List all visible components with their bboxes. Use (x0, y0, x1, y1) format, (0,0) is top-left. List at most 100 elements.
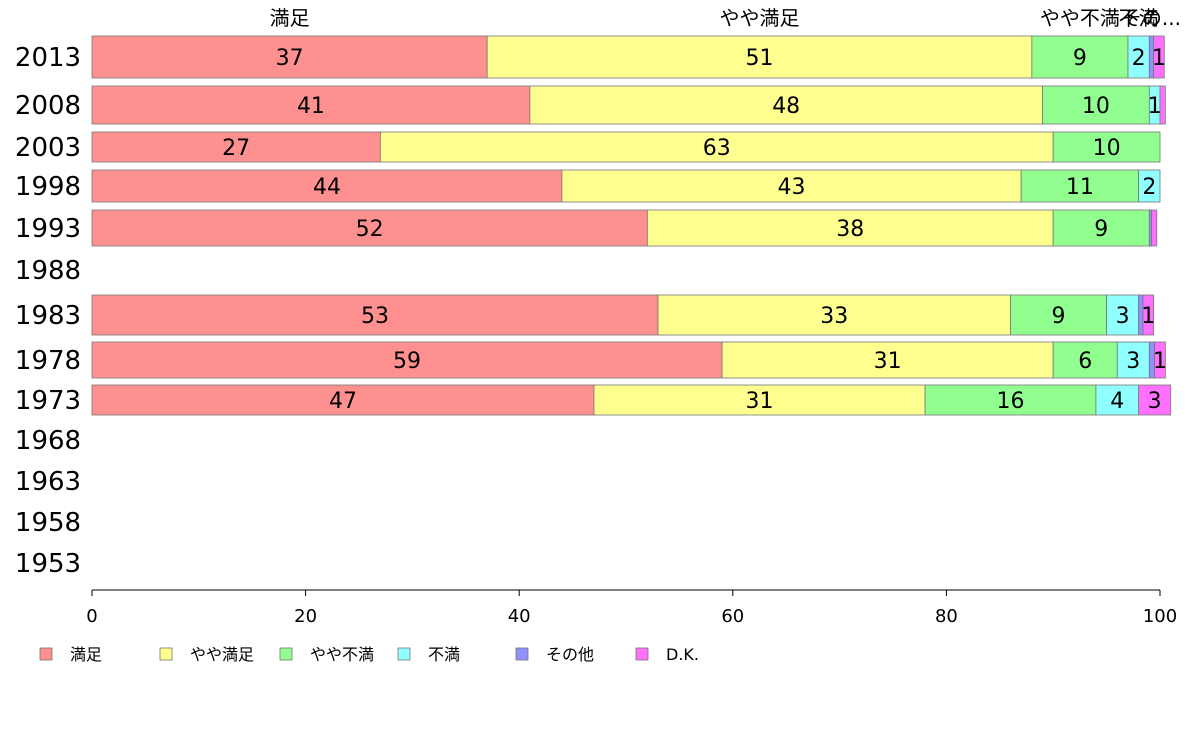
bar-segment (1159, 85, 1166, 125)
bar-segment (1153, 35, 1165, 79)
bar-value-label: 27 (222, 136, 250, 161)
legend-swatch (159, 647, 173, 661)
category-label: 1978 (15, 346, 81, 376)
category-label: 1993 (15, 214, 81, 244)
series-top-label: その... (1122, 6, 1181, 30)
bar-value-label: 48 (772, 94, 800, 119)
category-label: 1958 (15, 508, 81, 538)
bar-segment (561, 169, 1022, 203)
category-label: 2003 (15, 133, 81, 163)
bar-value-label: 9 (1052, 304, 1066, 329)
bar-segment (657, 294, 1011, 336)
bar-value-label: 10 (1082, 94, 1110, 119)
bar-value-label: 1 (1148, 94, 1162, 119)
bar-segment (1095, 384, 1140, 416)
bar-segment (1142, 294, 1154, 336)
bar-value-label: 37 (276, 46, 304, 71)
category-label: 1988 (15, 256, 81, 286)
bar-segment (646, 209, 1054, 247)
bar-value-label: 1 (1152, 46, 1166, 71)
x-tick-label: 0 (86, 606, 97, 627)
bar-value-label: 33 (820, 304, 848, 329)
category-label: 1983 (15, 301, 81, 331)
x-tick-label: 40 (508, 606, 531, 627)
legend-label: 満足 (70, 645, 102, 664)
bar-value-label: 3 (1148, 389, 1162, 414)
bar-segment (1138, 169, 1161, 203)
legend-swatch (279, 647, 293, 661)
bar-value-label: 1 (1141, 304, 1155, 329)
bar-segment (91, 341, 723, 379)
bar-segment (924, 384, 1097, 416)
legend-label: その他 (546, 645, 594, 664)
legend-label: D.K. (666, 645, 699, 664)
bar-value-label: 10 (1093, 136, 1121, 161)
bar-value-label: 43 (778, 175, 806, 200)
bar-value-label: 44 (313, 175, 341, 200)
series-top-label: やや満足 (720, 6, 800, 30)
category-label: 1953 (15, 549, 81, 579)
legend-label: やや満足 (190, 645, 254, 664)
category-label: 1963 (15, 467, 81, 497)
bar-value-label: 53 (361, 304, 389, 329)
bar-segment (1052, 209, 1150, 247)
bar-value-label: 31 (746, 389, 774, 414)
bar-segment (1052, 341, 1118, 379)
bar-value-label: 47 (329, 389, 357, 414)
category-label: 1968 (15, 426, 81, 456)
series-top-label: 不満 (1119, 6, 1159, 30)
bar-segment (1151, 209, 1158, 247)
bar-segment (1031, 35, 1129, 79)
bar-value-label: 16 (996, 389, 1024, 414)
bar-value-label: 3 (1116, 304, 1130, 329)
bar-segment (91, 294, 659, 336)
bar-segment (91, 35, 488, 79)
bar-segment (1010, 294, 1107, 336)
bar-segment (529, 85, 1043, 125)
bar-segment (721, 341, 1054, 379)
legend-swatch (397, 647, 411, 661)
bar-segment (1052, 131, 1161, 163)
bar-value-label: 9 (1094, 217, 1108, 242)
bar-value-label: 4 (1110, 389, 1124, 414)
legend-label: 不満 (428, 645, 460, 664)
bar-segment (1106, 294, 1140, 336)
category-label: 2013 (15, 43, 81, 73)
category-label: 2008 (15, 91, 81, 121)
bar-value-label: 11 (1066, 175, 1094, 200)
series-top-label: やや不満 (1040, 6, 1120, 30)
bar-value-label: 3 (1126, 349, 1140, 374)
category-label: 1973 (15, 386, 81, 416)
bar-value-label: 31 (874, 349, 902, 374)
bar-value-label: 51 (746, 46, 774, 71)
legend-swatch (635, 647, 649, 661)
series-top-label: 満足 (270, 6, 310, 30)
bar-segment (1116, 341, 1150, 379)
bar-segment (1042, 85, 1150, 125)
bar-segment (379, 131, 1054, 163)
x-tick-label: 20 (294, 606, 317, 627)
bar-value-label: 2 (1142, 175, 1156, 200)
bar-value-label: 38 (836, 217, 864, 242)
bar-segment (91, 209, 648, 247)
x-tick-label: 80 (935, 606, 958, 627)
bar-value-label: 41 (297, 94, 325, 119)
bar-value-label: 2 (1132, 46, 1146, 71)
bar-value-label: 59 (393, 349, 421, 374)
x-tick-label: 60 (721, 606, 744, 627)
bar-segment (91, 131, 381, 163)
bar-segment (1138, 384, 1172, 416)
bar-segment (1020, 169, 1140, 203)
bar-value-label: 9 (1073, 46, 1087, 71)
x-tick-label: 100 (1143, 606, 1177, 627)
bar-value-label: 52 (356, 217, 384, 242)
bar-segment (486, 35, 1033, 79)
legend-label: やや不満 (310, 645, 374, 664)
legend-swatch (39, 647, 53, 661)
legend-swatch (515, 647, 529, 661)
category-label: 1998 (15, 172, 81, 202)
bar-value-label: 1 (1153, 349, 1167, 374)
bar-segment (1154, 341, 1166, 379)
